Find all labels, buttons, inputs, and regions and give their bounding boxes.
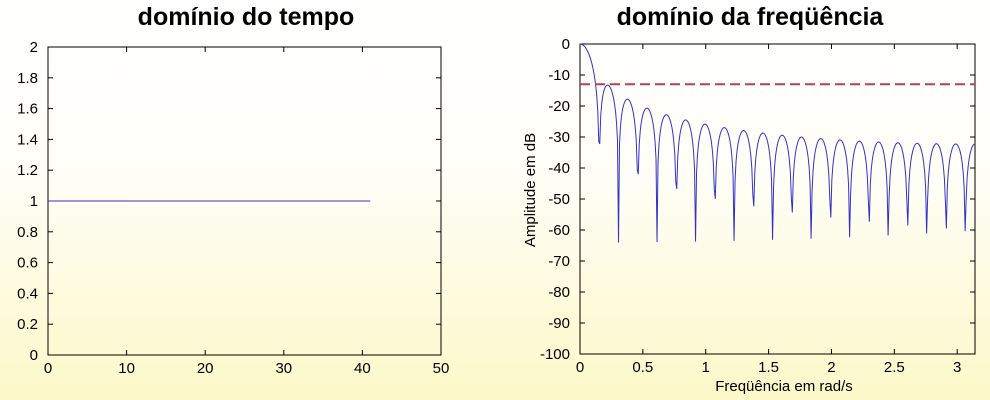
freq-xtick-label: 3 [953,359,961,376]
plot-frame-frequency [579,43,976,355]
time-xtick-label: 20 [197,360,214,377]
time-ytick-label: 0.4 [17,285,38,302]
time-ytick-label: 0.6 [17,255,38,272]
time-xtick-label: 30 [275,360,292,377]
time-ytick-label: 1.8 [17,70,38,87]
time-ytick-label: 0.2 [17,316,38,333]
chart-frequency-domain: domínio da freqüência 0 0.5 1 1.5 2 2.5 3-100-… [522,3,976,395]
x-axis-label-frequency: Freqüência em rad/s [715,378,853,395]
time-ytick-label: 1.6 [17,101,38,118]
freq-ytick-label: -40 [548,160,570,177]
time-ytick-label: 1.2 [17,162,38,179]
time-ytick-label: 2 [30,39,38,56]
time-xtick-label: 50 [433,360,450,377]
time-ytick-label: 1 [30,193,38,210]
ticks-time [47,46,442,356]
chart-time-domain: domínio do tempo 0 10 20 30 40 50 0 0.2 0.4 0.6 0.… [17,3,449,377]
freq-ytick-label: -90 [548,315,570,332]
freq-xtick-label: 1.5 [758,359,779,376]
time-xtick-label: 0 [44,360,52,377]
freq-ytick-label: -30 [548,129,570,146]
time-xtick-label: 10 [118,360,135,377]
freq-ytick-label: -80 [548,284,570,301]
freq-ytick-label: -10 [548,67,570,84]
y-axis-label-frequency: Amplitude em dB [522,133,539,247]
freq-ytick-label: -50 [548,191,570,208]
ticks-frequency [579,43,975,355]
series-frequency [579,43,976,243]
freq-xtick-label: 2 [827,359,835,376]
freq-ytick-label: -20 [548,98,570,115]
series-line-magnitude-db [579,43,976,243]
freq-ytick-label: -100 [540,346,570,363]
freq-ytick-label: -70 [548,253,570,270]
freq-xtick-label: 0.5 [632,359,653,376]
time-ytick-label: 0.8 [17,224,38,241]
time-xtick-label: 40 [354,360,371,377]
chart-title-frequency: domínio da freqüência [617,3,885,31]
tick-labels-frequency: 0 0.5 1 1.5 2 2.5 3-100-90-80-70-60-50-40-30-2… [540,36,961,376]
freq-ytick-label: 0 [562,36,570,53]
freq-xtick-label: 0 [576,359,584,376]
chart-title-time: domínio do tempo [138,3,355,31]
time-ytick-label: 0 [30,347,38,364]
freq-xtick-label: 2.5 [884,359,905,376]
time-ytick-label: 1.4 [17,131,38,148]
freq-ytick-label: -60 [548,222,570,239]
tick-labels-time: 0 10 20 30 40 50 0 0.2 0.4 0.6 0.8 1 1.2 1.4 1.6 1.8 2 [17,39,449,377]
freq-xtick-label: 1 [702,359,710,376]
